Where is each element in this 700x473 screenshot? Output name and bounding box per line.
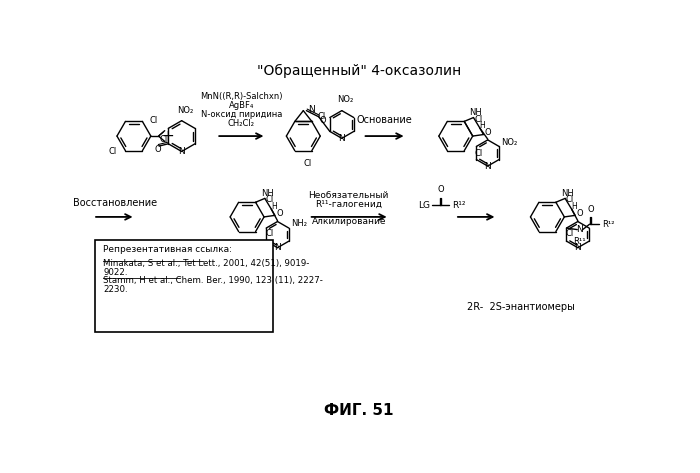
- Text: NH₂: NH₂: [291, 219, 307, 228]
- Text: 2230.: 2230.: [103, 285, 127, 294]
- Text: H: H: [571, 201, 577, 210]
- Text: R¹²: R¹²: [602, 220, 615, 229]
- Text: N: N: [576, 225, 583, 234]
- Text: N: N: [274, 243, 281, 252]
- Text: R¹²: R¹²: [452, 201, 466, 210]
- Text: NH: NH: [561, 189, 574, 198]
- Text: N-оксид пиридина: N-оксид пиридина: [201, 110, 282, 119]
- Text: O: O: [276, 210, 283, 219]
- Text: Stamm, H et al., Chem. Ber., 1990, 123 (11), 2227-: Stamm, H et al., Chem. Ber., 1990, 123 (…: [103, 276, 323, 285]
- Text: Cl: Cl: [160, 135, 168, 144]
- Text: "Обращенный" 4-оксазолин: "Обращенный" 4-оксазолин: [257, 63, 461, 78]
- Text: AgBF₄: AgBF₄: [229, 101, 254, 110]
- Text: Cl: Cl: [474, 114, 482, 123]
- Text: N: N: [338, 134, 345, 143]
- Text: NO₂: NO₂: [177, 105, 194, 114]
- Text: N: N: [308, 105, 315, 114]
- Text: 2R-  2S-энантиомеры: 2R- 2S-энантиомеры: [466, 302, 575, 312]
- Text: Cl: Cl: [303, 159, 312, 168]
- Text: Репрезентативная ссылка:: Репрезентативная ссылка:: [103, 245, 232, 254]
- Text: Cl: Cl: [474, 149, 482, 158]
- Bar: [95, 240, 272, 333]
- Text: H: H: [271, 201, 277, 210]
- Text: Восстановление: Восстановление: [73, 198, 157, 208]
- Text: Cl: Cl: [566, 229, 574, 238]
- Text: N: N: [575, 243, 581, 252]
- Text: Cl: Cl: [265, 195, 274, 204]
- Text: O: O: [485, 129, 491, 138]
- Text: N: N: [178, 147, 185, 156]
- Text: Cl: Cl: [566, 195, 574, 204]
- Text: Minakata, S et al., Tet Lett., 2001, 42(51), 9019-: Minakata, S et al., Tet Lett., 2001, 42(…: [103, 259, 309, 268]
- Text: O: O: [576, 210, 583, 219]
- Text: O: O: [154, 145, 161, 154]
- Text: +: +: [162, 129, 174, 144]
- Text: R¹¹-галогенид: R¹¹-галогенид: [315, 200, 382, 209]
- Text: Cl: Cl: [108, 147, 117, 156]
- Text: N: N: [484, 162, 491, 171]
- Text: Cl: Cl: [265, 229, 274, 238]
- Text: Необязательный: Необязательный: [309, 191, 389, 200]
- Text: Основание: Основание: [356, 115, 412, 125]
- Text: MnN((R,R)-Salchxn): MnN((R,R)-Salchxn): [200, 92, 283, 101]
- Text: O: O: [587, 205, 594, 214]
- Text: NH: NH: [470, 108, 482, 117]
- Text: ФИГ. 51: ФИГ. 51: [324, 403, 393, 418]
- Text: O: O: [319, 116, 326, 125]
- Text: 9022.: 9022.: [103, 268, 127, 277]
- Text: NH: NH: [260, 189, 274, 198]
- Text: NO₂: NO₂: [502, 138, 518, 147]
- Text: CH₂Cl₂: CH₂Cl₂: [228, 119, 255, 128]
- Text: O: O: [437, 185, 444, 194]
- Text: NO₂: NO₂: [337, 96, 354, 105]
- Text: Алкилирование: Алкилирование: [312, 217, 386, 226]
- Text: R¹¹: R¹¹: [573, 237, 586, 246]
- Text: Cl: Cl: [149, 116, 158, 125]
- Text: H: H: [480, 121, 485, 130]
- Text: LG: LG: [418, 201, 430, 210]
- Text: Cl: Cl: [317, 112, 326, 121]
